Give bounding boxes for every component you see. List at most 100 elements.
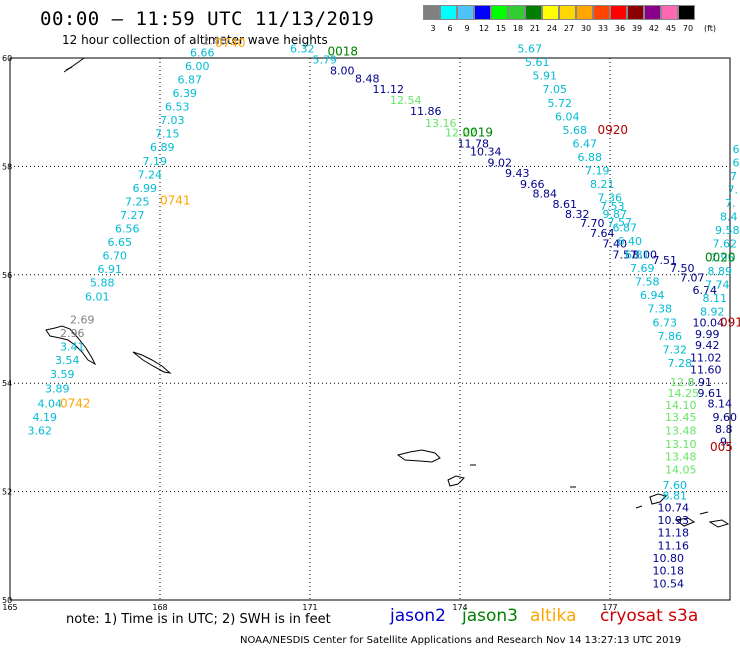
swh-value: 7.40 (603, 238, 628, 251)
swh-value: 3.89 (45, 382, 70, 395)
swh-value: 13.10 (665, 438, 697, 451)
lon-label: 177 (602, 603, 617, 612)
swh-value: 9.87 (603, 208, 628, 221)
legend-label: 18 (512, 24, 524, 33)
legend-cryosat: cryosat s3a (600, 606, 699, 626)
swh-value: 6.87 (178, 73, 203, 86)
swh-value: 4.04 (38, 398, 63, 411)
swh-value: 14.25 (668, 387, 700, 400)
map-frame (9, 57, 731, 601)
swh-value: 3.41 (60, 341, 85, 354)
swh-value: 7.70 (580, 217, 605, 230)
swh-value: 9.43 (505, 167, 530, 180)
legend-swatch (627, 5, 644, 20)
swh-value: 5.88 (90, 277, 115, 290)
island-agattu (447, 475, 465, 487)
legend-label: 3 (430, 24, 436, 33)
coast-kamchatka-2 (65, 66, 73, 71)
swh-value: 6.74 (693, 284, 718, 297)
swh-value: 9.61 (698, 387, 723, 400)
swh-value: 7.24 (138, 168, 163, 181)
page-title: 00:00 – 11:59 UTC 11/13/2019 (40, 8, 375, 30)
lat-label: 52 (2, 488, 12, 497)
legend-label: 15 (495, 24, 507, 33)
swh-value: 13.48 (665, 425, 697, 438)
swh-value: 6.65 (108, 236, 133, 249)
pass-time-tag: 0020 (705, 250, 736, 264)
swh-value: 6.01 (85, 290, 110, 303)
swh-value: 14.05 (665, 464, 697, 477)
lat-label: 56 (2, 271, 12, 280)
swh-value: 7.50 (670, 262, 695, 275)
footer-note: note: 1) Time is in UTC; 2) SWH is in fe… (66, 612, 331, 627)
wave-height-labels: 3.624.194.04 3.893.593.543.412.962.69 6.01… (28, 34, 740, 590)
swh-value: 8.8 (715, 423, 733, 436)
coast-kamchatka (63, 57, 85, 73)
legend-swatch (474, 5, 491, 20)
island-medny (132, 351, 172, 374)
swh-value: 3.62 (28, 425, 53, 438)
lat-lon-grid (10, 58, 730, 600)
swh-value: 13.16 (425, 117, 457, 130)
legend-swatch (661, 5, 678, 20)
swh-value: 7.19 (143, 155, 168, 168)
swh-value: 7.95 (710, 251, 735, 264)
swh-value: 2.69 (70, 314, 95, 327)
swh-value: 6.73 (653, 316, 678, 329)
swh-value: 8.91 (688, 376, 713, 389)
swh-value: 7.25 (125, 195, 150, 208)
swh-value: 8.32 (565, 208, 590, 221)
swh-value: 6.47 (573, 137, 598, 150)
swh-value: 7.03 (160, 114, 185, 127)
swh-value: 6.89 (150, 141, 175, 154)
swh-value: 6.70 (103, 250, 128, 263)
swh-value: 9. (720, 436, 731, 449)
lat-label: 58 (2, 162, 12, 171)
swh-value: 7.07 (680, 271, 705, 284)
legend-label: 36 (614, 24, 626, 33)
time-tags: 0740 0741 0742 0018 0019 0920 0020 0919 005 (60, 36, 740, 454)
swh-value: 10.18 (653, 565, 685, 578)
swh-value: 7.53 (600, 200, 625, 213)
swh-value: 12.8 (670, 376, 695, 389)
lat-label: 60 (2, 54, 12, 63)
swh-value: 6 (733, 143, 740, 156)
legend-label: 33 (597, 24, 609, 33)
footer-credit: NOAA/NESDIS Center for Satellite Applica… (240, 635, 682, 646)
lon-label: 168 (152, 603, 167, 612)
swh-value: 11.18 (658, 527, 690, 540)
swh-value: 13.48 (665, 451, 697, 464)
swh-value: 9.60 (713, 411, 738, 424)
legend-label: 70 (682, 24, 694, 33)
swh-value: 7.69 (630, 262, 655, 275)
swh-value: 8.81 (663, 490, 688, 503)
swh-value: 8.89 (708, 265, 733, 278)
swh-value: 4.19 (33, 411, 58, 424)
island-rat-2 (708, 519, 730, 528)
pass-time-tag: 0018 (328, 44, 359, 58)
swh-value: 5.79 (313, 53, 338, 66)
lon-label: 174 (452, 603, 467, 612)
swh-value: 8.84 (533, 187, 558, 200)
legend-swatch (423, 5, 440, 20)
swh-value: 13.45 (665, 411, 697, 424)
swh-value: 5.72 (548, 97, 573, 110)
swh-value: 6.66 (190, 46, 215, 59)
lon-label: 165 (2, 603, 17, 612)
swh-value: 5.61 (525, 56, 550, 69)
swh-value: 14.10 (665, 399, 697, 412)
swh-value: 8.21 (590, 178, 615, 191)
swh-value: 11.86 (410, 105, 442, 118)
pass-time-tag: 0919 (720, 315, 740, 329)
legend-swatch (576, 5, 593, 20)
swh-value: 7.51 (653, 254, 678, 267)
swh-value: 10.34 (470, 146, 502, 159)
swh-value: 10.74 (658, 502, 690, 515)
swh-value: 12.54 (390, 94, 422, 107)
swh-value: 6.04 (555, 110, 580, 123)
swh-value: 7.38 (648, 303, 673, 316)
swh-value: 7. (725, 197, 736, 210)
swh-value: 7.62 (713, 238, 738, 251)
legend-label: 30 (580, 24, 592, 33)
swh-value: 3.54 (55, 354, 80, 367)
